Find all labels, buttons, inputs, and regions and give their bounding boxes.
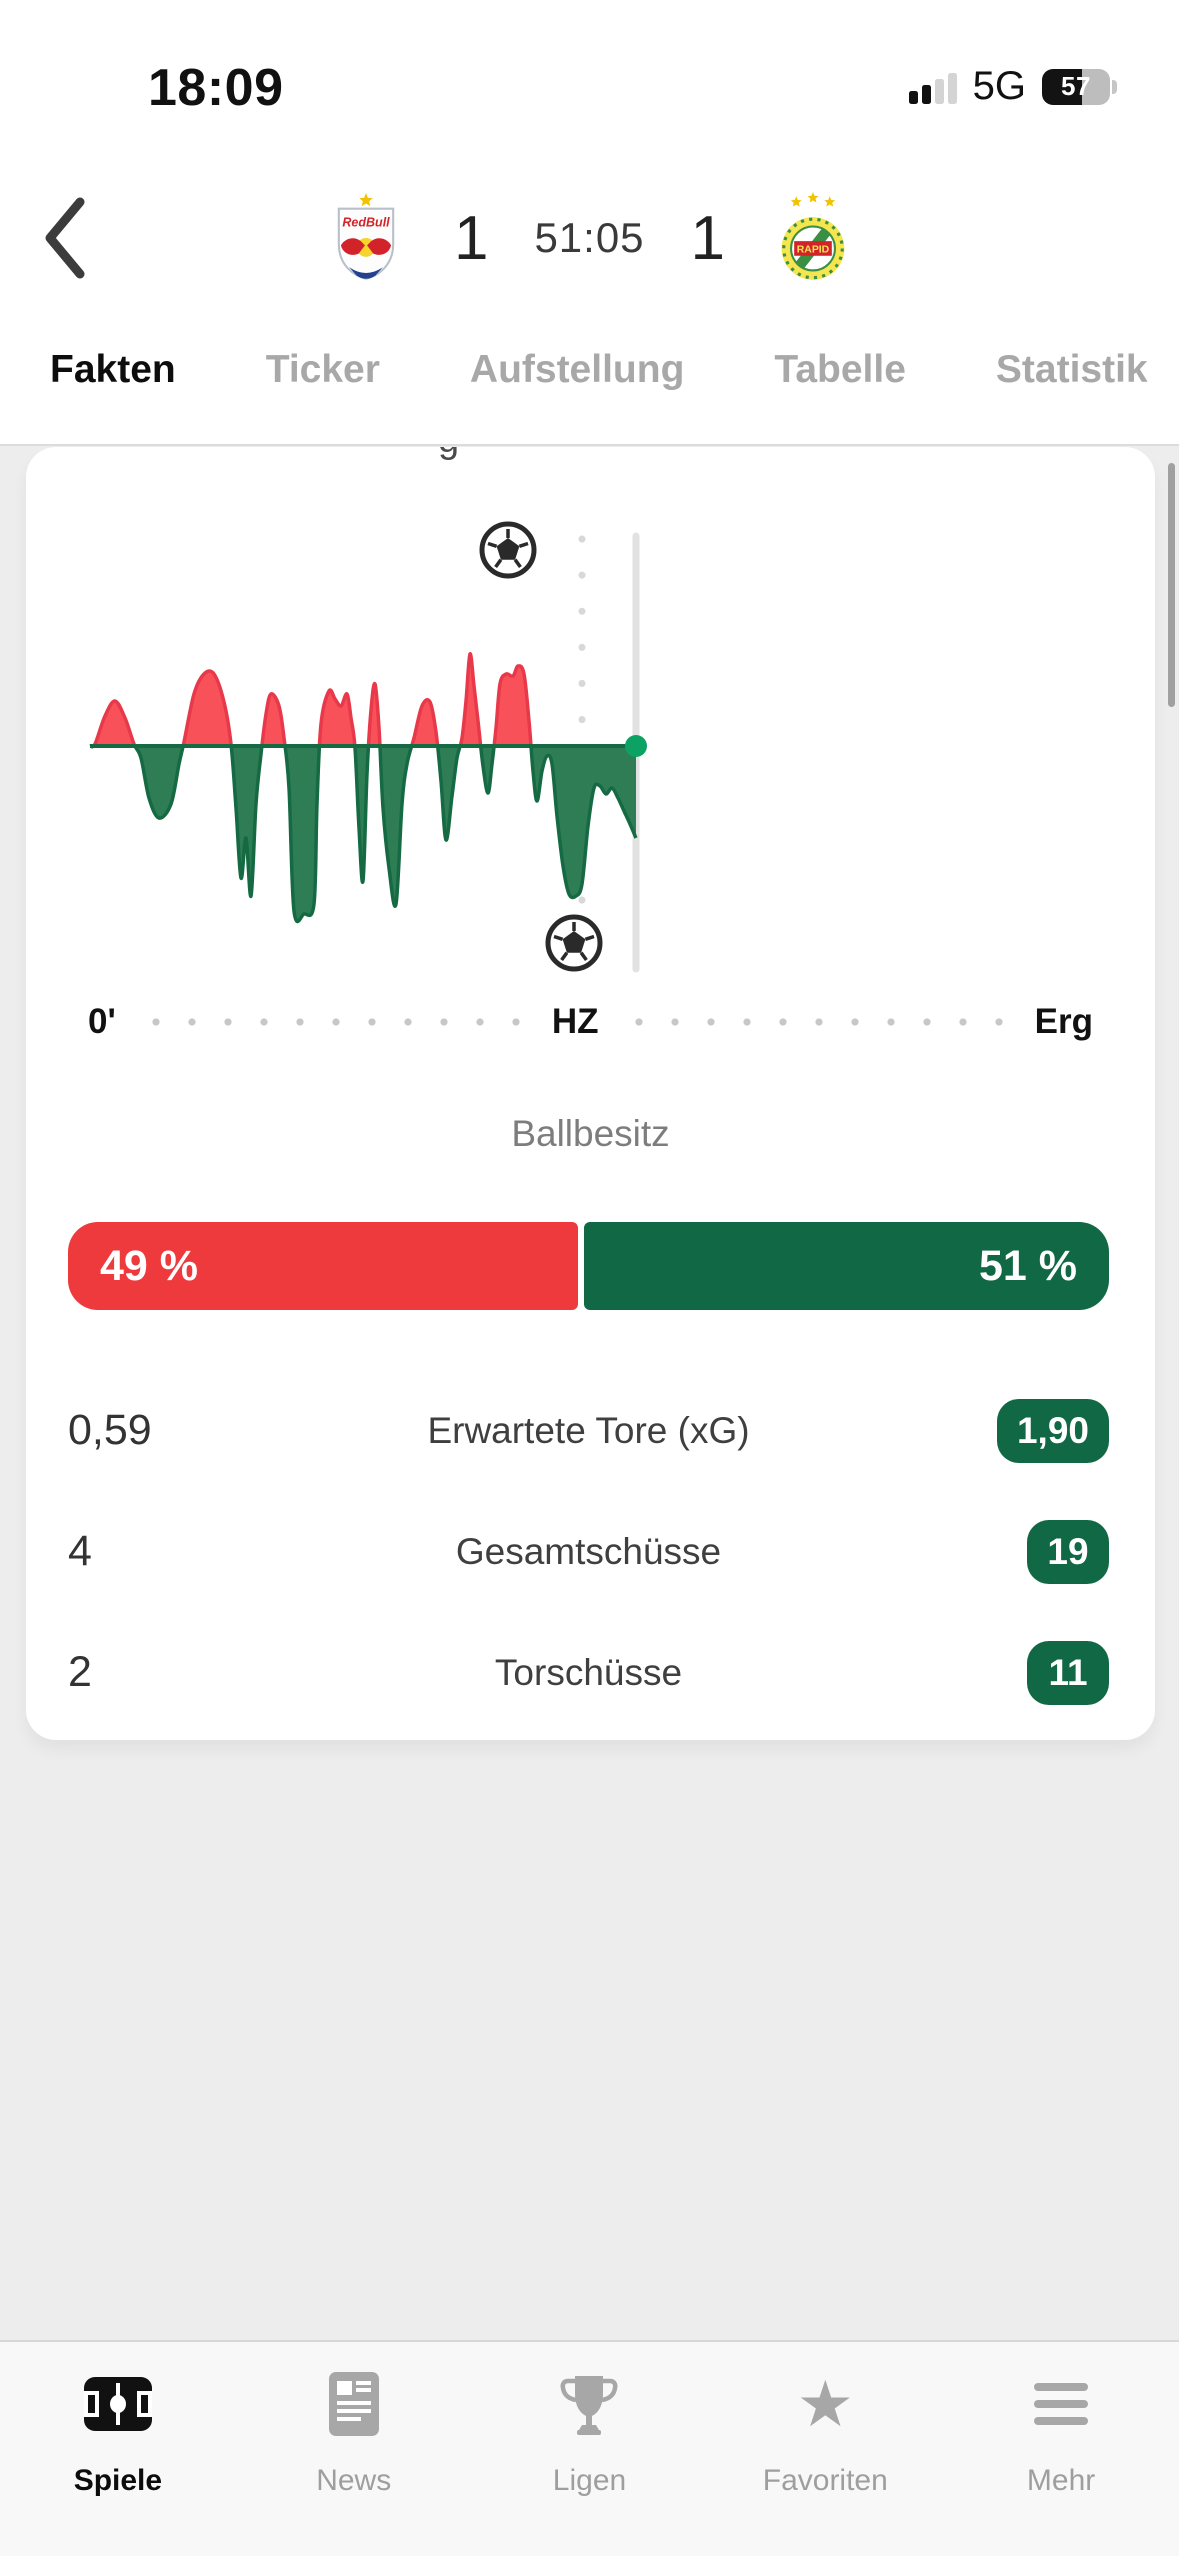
axis-label-start: 0'	[88, 1002, 116, 1041]
stat-away-value-pill: 1,90	[996, 1398, 1109, 1463]
possession-away-value: 51 %	[978, 1241, 1077, 1290]
current-momentum-dot	[625, 735, 647, 757]
nav-label: Spiele	[73, 2464, 163, 2497]
stat-home-value: 2	[68, 1648, 92, 1696]
away-goal-ball-icon	[545, 914, 603, 972]
match-clock: 51:05	[534, 214, 645, 261]
nav-label: Ligen	[552, 2464, 627, 2497]
match-facts-card: g	[26, 447, 1155, 1740]
tab-statistik[interactable]: Statistik	[995, 348, 1148, 391]
status-indicators: 5G 57	[908, 64, 1117, 109]
clipped-chart-title: g	[26, 447, 1155, 469]
tab-ticker[interactable]: Ticker	[265, 348, 380, 391]
axis-dotted-leader	[620, 1018, 1013, 1026]
stat-away-value-pill: 19	[1027, 1519, 1109, 1584]
stat-row-total-shots: 4 Gesamtschüsse 19	[68, 1491, 1109, 1612]
battery-percent: 57	[1061, 71, 1091, 101]
stat-label: Gesamtschüsse	[455, 1530, 722, 1572]
pitch-icon	[83, 2368, 153, 2440]
nav-item-spiele[interactable]: Spiele	[0, 2342, 236, 2556]
nav-label: Favoriten	[762, 2464, 888, 2497]
menu-icon	[1033, 2368, 1089, 2440]
back-button[interactable]	[40, 196, 92, 280]
trophy-icon	[557, 2368, 621, 2440]
status-time: 18:09	[148, 59, 284, 117]
away-momentum-area	[90, 746, 636, 922]
home-crest-text: RedBull	[342, 216, 390, 230]
nav-item-news[interactable]: News	[236, 2342, 472, 2556]
possession-bar: 49 % 51 %	[68, 1222, 1109, 1310]
possession-away-segment: 51 %	[583, 1222, 1109, 1310]
bottom-nav: Spiele News	[0, 2340, 1179, 2556]
possession-title: Ballbesitz	[511, 1113, 670, 1154]
tab-tabelle[interactable]: Tabelle	[774, 348, 906, 391]
stat-home-value: 0,59	[68, 1406, 152, 1454]
axis-label-halftime: HZ	[551, 1002, 599, 1041]
star-icon: ★	[796, 2368, 854, 2440]
home-momentum-line	[89, 652, 533, 746]
stat-away-value-pill: 11	[1027, 1640, 1109, 1705]
home-goal-ball-icon	[479, 521, 537, 579]
nav-item-mehr[interactable]: Mehr	[943, 2342, 1179, 2556]
nav-item-ligen[interactable]: Ligen	[472, 2342, 708, 2556]
network-type: 5G	[972, 64, 1026, 108]
cellular-signal-icon	[908, 70, 957, 104]
away-crest-text: RAPID	[797, 245, 830, 256]
possession-home-segment: 49 %	[68, 1222, 578, 1310]
away-score: 1	[690, 203, 726, 273]
stat-label: Erwartete Tore (xG)	[427, 1409, 750, 1451]
battery-nub	[1112, 79, 1117, 94]
axis-label-end: Erg	[1034, 1002, 1093, 1041]
nav-label: News	[316, 2464, 392, 2497]
status-bar: 18:09 5G 57	[0, 58, 1179, 122]
nav-item-favoriten[interactable]: ★ Favoriten	[707, 2342, 943, 2556]
tab-fakten[interactable]: Fakten	[50, 330, 176, 444]
stat-row-xg: 0,59 Erwartete Tore (xG) 1,90	[68, 1370, 1109, 1491]
stat-row-shots-on-target: 2 Torschüsse 11	[68, 1612, 1109, 1733]
momentum-chart[interactable]	[26, 471, 1155, 991]
newspaper-icon	[328, 2368, 379, 2440]
possession-home-value: 49 %	[100, 1241, 199, 1290]
match-header: RedBull 1 51:05 1	[0, 186, 1179, 290]
tab-bar: Fakten Ticker Aufstellung Tabelle Statis…	[0, 330, 1179, 444]
away-momentum-line	[89, 746, 638, 924]
nav-label: Mehr	[1026, 2464, 1096, 2497]
stats-list: 0,59 Erwartete Tore (xG) 1,90 4 Gesamtsc…	[68, 1370, 1109, 1733]
header-area: 18:09 5G 57	[0, 0, 1179, 446]
axis-dotted-leader	[137, 1018, 530, 1026]
stat-home-value: 4	[68, 1527, 92, 1575]
tab-aufstellung[interactable]: Aufstellung	[469, 348, 685, 391]
home-score: 1	[453, 203, 489, 273]
stat-label: Torschüsse	[494, 1651, 683, 1693]
chart-x-axis: 0' HZ Erg	[26, 999, 1155, 1045]
home-team-crest-salzburg[interactable]: RedBull	[324, 192, 408, 284]
away-team-crest-rapid[interactable]: RAPID	[771, 192, 855, 284]
scrollbar[interactable]	[1168, 463, 1175, 707]
battery-icon: 57	[1042, 68, 1110, 105]
